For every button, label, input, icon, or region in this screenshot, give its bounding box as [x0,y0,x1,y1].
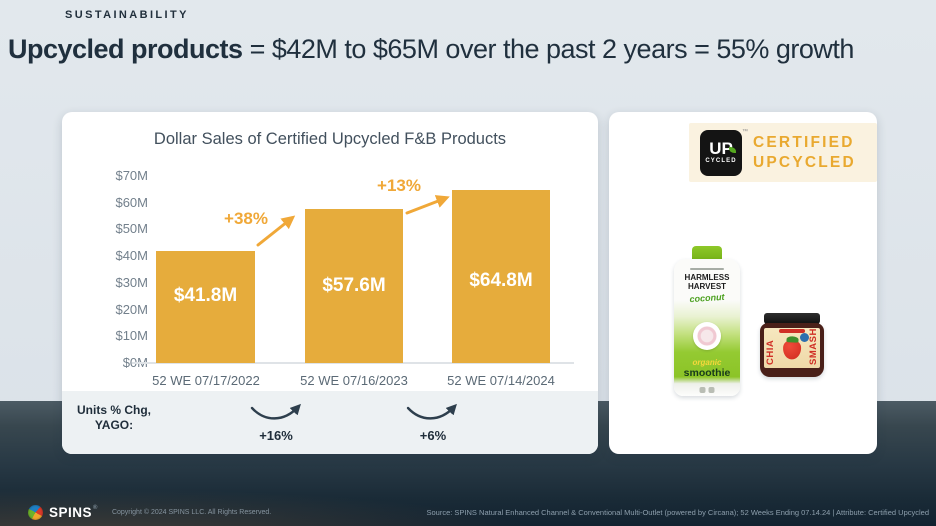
jar-text-chia: CHIA [765,339,776,365]
bar-value-label: $64.8M [469,270,533,291]
bar-value-label: $41.8M [173,285,238,306]
units-change-value: +6% [419,428,447,443]
product-harmless-harvest-bottle: HARMLESS HARVEST coconut organic smoothi… [668,246,746,396]
jar-lid [764,313,820,324]
bar-value-label: $57.6M [322,275,386,296]
y-axis-tick: $70M [115,168,148,183]
growth-arrow-icon [405,195,450,215]
growth-label: +13% [377,176,421,195]
chart-title: Dollar Sales of Certified Upcycled F&B P… [153,130,507,148]
upcycled-logo-icon: ™ UP CYCLED [700,129,748,176]
bottle-desc-organic: organic [692,358,722,367]
upcycled-logo-cycled: CYCLED [705,158,737,164]
jar-body: CHIA SMASH [760,323,824,377]
growth-label: +38% [224,209,268,228]
curved-arrow-icon [250,403,301,420]
jar-label-band [779,329,805,333]
units-change-label: Units % Chg, YAGO: [64,403,164,433]
coconut-graphic [693,322,721,350]
jar-label: CHIA SMASH [764,328,820,368]
certified-upcycled-text: CERTIFIED UPCYCLED [753,133,856,173]
y-axis-tick: $20M [115,301,148,317]
certified-upcycled-card: ™ UP CYCLED CERTIFIED UPCYCLED HARMLESS … [609,112,877,454]
registered-symbol: ® [93,505,98,511]
product-chia-smash-jar: CHIA SMASH [760,313,824,377]
certified-line: CERTIFIED [753,133,855,151]
page-title: Upcycled products = $42M to $65M over th… [8,34,854,65]
copyright-text: Copyright © 2024 SPINS LLC. All Rights R… [111,509,272,516]
bar: $64.8M [452,190,550,363]
page-title-rest: = $42M to $65M over the past 2 years = 5… [242,34,855,64]
growth-arrow-icon [256,215,296,247]
units-change-label-line2: YAGO: [94,418,134,432]
bottle-brand-line1: HARMLESS [684,273,730,282]
strawberry-icon [782,339,802,360]
jar-round-badge-icon [800,333,809,342]
bottle-brand: HARMLESS HARVEST [674,273,740,291]
y-axis-tick: $60M [115,194,148,210]
y-axis-tick: $50M [115,221,148,237]
section-kicker: SUSTAINABILITY [65,9,189,21]
bar: $57.6M [305,209,403,363]
chart-card: Dollar Sales of Certified Upcycled F&B P… [62,112,598,454]
cert-mark-icon [708,387,715,393]
x-axis-line [132,362,574,364]
spins-logo-icon [28,505,43,520]
source-text: Source: SPINS Natural Enhanced Channel &… [426,508,930,517]
bottle-flavor: coconut [689,291,725,305]
bottle-brand-line2: HARVEST [687,281,727,291]
bottle-fine-print [690,268,724,270]
bar: $41.8M [156,251,255,363]
spins-brand-text: SPINS [49,505,93,520]
units-change-value: +16% [259,428,293,443]
x-axis-label: 52 WE 07/16/2023 [300,373,408,388]
footer: SPINS® Copyright © 2024 SPINS LLC. All R… [0,499,936,526]
y-axis-tick: $40M [115,248,148,264]
page-title-bold: Upcycled products [8,34,243,64]
units-change-strip: Units % Chg, YAGO: +16% +6% [62,391,598,454]
trademark-symbol: ™ [742,128,748,135]
y-axis-tick: $30M [115,274,148,290]
bottle-body: HARMLESS HARVEST coconut organic smoothi… [674,259,740,396]
upcycled-line: UPCYCLED [753,153,856,171]
bottle-cert-marks [699,387,715,393]
upcycled-logo-up: UP [709,139,733,158]
bottle-desc-smoothie: smoothie [683,367,731,379]
jar-text-smash: SMASH [808,328,819,365]
x-axis-label: 52 WE 07/14/2024 [447,373,555,388]
certified-upcycled-badge: ™ UP CYCLED CERTIFIED UPCYCLED [689,123,877,182]
leaf-icon [729,146,736,153]
cert-mark-icon [699,387,706,393]
y-axis: $70M $60M $50M $40M $30M $20M $10M $0M [82,168,148,371]
y-axis-tick: $10M [115,328,148,344]
x-axis-label: 52 WE 07/17/2022 [152,373,260,388]
spins-wordmark: SPINS® [49,505,98,520]
bottle-cap [692,246,722,261]
units-change-label-line1: Units % Chg, [77,403,151,417]
curved-arrow-icon [406,403,457,420]
